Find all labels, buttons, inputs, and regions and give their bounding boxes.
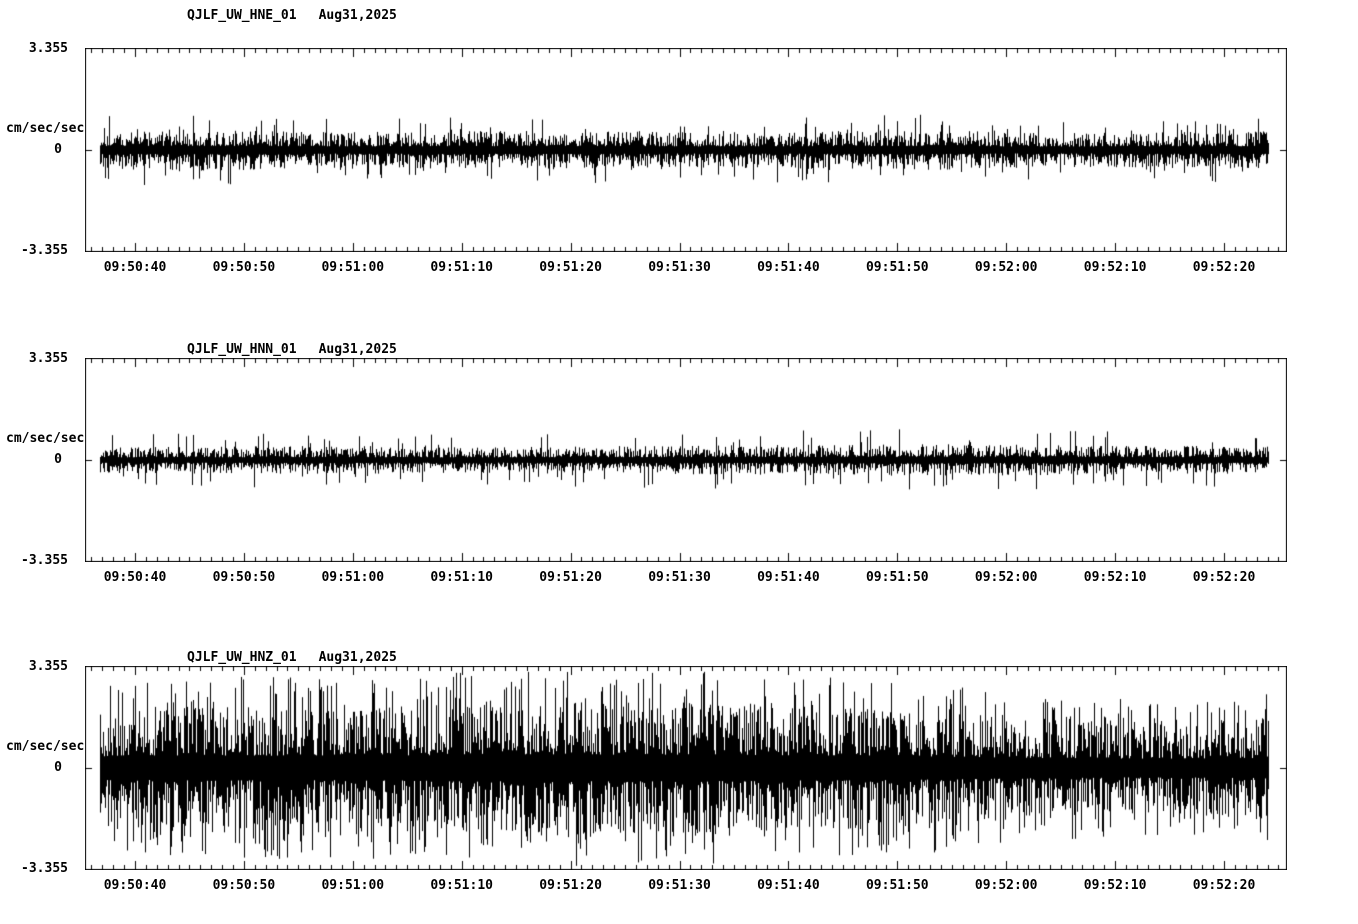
- x-tick-label: 09:52:00: [974, 878, 1038, 893]
- x-axis-labels: 09:50:40 09:50:50 09:51:00 09:51:10 09:51:20…: [0, 878, 1358, 896]
- y-min-label: -3.355: [21, 553, 68, 568]
- x-tick-label: 09:52:00: [974, 570, 1038, 585]
- x-tick-label: 09:51:00: [321, 260, 385, 275]
- channel-name: QJLF_UW_HNE_01: [187, 8, 297, 23]
- x-tick-label: 09:51:20: [539, 570, 602, 585]
- x-tick-label: 09:51:10: [430, 570, 493, 585]
- seismogram-panel-hnn: QJLF_UW_HNN_01 Aug31,2025 3.355 cm/sec/se…: [0, 342, 1358, 642]
- x-tick-label: 09:50:50: [212, 260, 276, 275]
- x-axis-labels: 09:50:40 09:50:50 09:51:00 09:51:10 09:51:20…: [0, 570, 1358, 588]
- y-units-label: cm/sec/sec: [6, 739, 85, 754]
- x-tick-label: 09:52:20: [1192, 878, 1256, 893]
- y-zero-label: 0: [54, 142, 62, 157]
- y-min-label: -3.355: [21, 243, 68, 258]
- y-zero-label: 0: [54, 760, 62, 775]
- plot-area: 3.355 cm/sec/sec 0 -3.355 09:50:40 09:50:…: [0, 352, 1358, 594]
- x-tick-label: 09:52:10: [1083, 260, 1147, 275]
- trace-date: Aug31,2025: [318, 8, 397, 23]
- x-tick-label: 09:51:40: [757, 878, 820, 893]
- x-tick-label: 09:52:10: [1083, 878, 1147, 893]
- trace-title: QJLF_UW_HNZ_01 Aug31,2025: [187, 650, 397, 665]
- x-tick-label: 09:51:40: [757, 570, 820, 585]
- trace-title: QJLF_UW_HNN_01 Aug31,2025: [187, 342, 397, 357]
- x-tick-label: 09:51:20: [539, 878, 602, 893]
- y-min-label: -3.355: [21, 861, 68, 876]
- trace-title: QJLF_UW_HNE_01 Aug31,2025: [187, 8, 397, 23]
- channel-name: QJLF_UW_HNN_01: [187, 342, 297, 357]
- x-tick-label: 09:51:30: [648, 878, 711, 893]
- x-tick-label: 09:51:10: [430, 878, 493, 893]
- x-tick-label: 09:50:50: [212, 570, 276, 585]
- x-tick-label: 09:52:20: [1192, 570, 1256, 585]
- x-tick-label: 09:52:10: [1083, 570, 1147, 585]
- x-tick-label: 09:51:30: [648, 260, 711, 275]
- x-tick-label: 09:50:40: [103, 878, 167, 893]
- plot-area: 3.355 cm/sec/sec 0 -3.355 09:50:40 09:50:…: [0, 660, 1358, 902]
- x-tick-label: 09:52:20: [1192, 260, 1256, 275]
- y-max-label: 3.355: [28, 659, 68, 674]
- x-tick-label: 09:51:50: [865, 260, 929, 275]
- x-tick-label: 09:51:40: [757, 260, 820, 275]
- plot-area: 3.355 cm/sec/sec 0 -3.355 09:50:40 09:50:…: [0, 42, 1358, 284]
- y-max-label: 3.355: [28, 351, 68, 366]
- x-tick-label: 09:50:50: [212, 878, 276, 893]
- trace-date: Aug31,2025: [318, 342, 397, 357]
- y-units-label: cm/sec/sec: [6, 121, 85, 136]
- x-tick-label: 09:51:20: [539, 260, 602, 275]
- waveform-plot: [85, 48, 1287, 252]
- waveform-plot: [85, 358, 1287, 562]
- x-axis-labels: 09:50:40 09:50:50 09:51:00 09:51:10 09:51:20…: [0, 260, 1358, 278]
- channel-name: QJLF_UW_HNZ_01: [187, 650, 297, 665]
- y-zero-label: 0: [54, 452, 62, 467]
- trace-date: Aug31,2025: [318, 650, 397, 665]
- y-max-label: 3.355: [28, 41, 68, 56]
- seismogram-panel-hne: QJLF_UW_HNE_01 Aug31,2025 3.355 cm/sec/se…: [0, 8, 1358, 308]
- x-tick-label: 09:51:00: [321, 878, 385, 893]
- x-tick-label: 09:51:00: [321, 570, 385, 585]
- seismogram-panel-hnz: QJLF_UW_HNZ_01 Aug31,2025 3.355 cm/sec/se…: [0, 650, 1358, 922]
- waveform-plot: [85, 666, 1287, 870]
- x-tick-label: 09:51:30: [648, 570, 711, 585]
- x-tick-label: 09:50:40: [103, 570, 167, 585]
- x-tick-label: 09:51:50: [865, 878, 929, 893]
- x-tick-label: 09:51:50: [865, 570, 929, 585]
- x-tick-label: 09:51:10: [430, 260, 493, 275]
- y-units-label: cm/sec/sec: [6, 431, 85, 446]
- x-tick-label: 09:52:00: [974, 260, 1038, 275]
- x-tick-label: 09:50:40: [103, 260, 167, 275]
